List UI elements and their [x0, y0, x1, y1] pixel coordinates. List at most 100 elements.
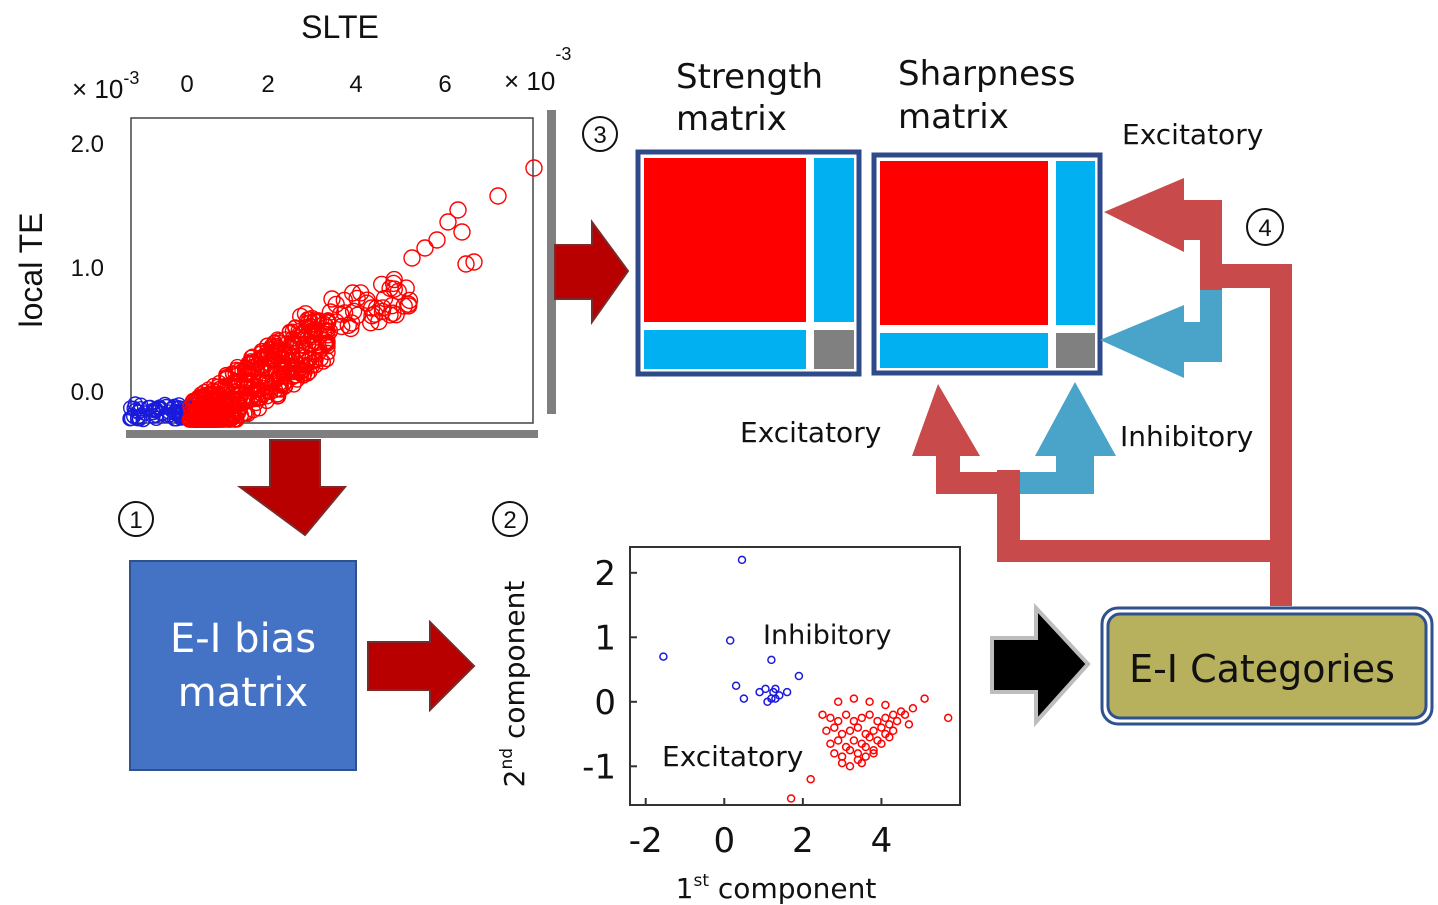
ei-bias-matrix-box: E-I bias matrix: [129, 560, 357, 771]
sharpness-ii-block: [1056, 333, 1095, 368]
pca-point-excitatory: [833, 697, 843, 707]
pca-point-inhibitory: [739, 694, 749, 703]
slte-point: [186, 412, 203, 428]
pca-x-tick-label: 4: [871, 821, 893, 861]
slte-scatter-panel: SLTE × 10-3 × 10-3 0 2 4 6 2.0 1.0 0.0 l…: [13, 9, 571, 438]
sharpness-matrix: [871, 152, 1103, 376]
pca-point-excitatory: [877, 739, 886, 748]
pca-point-excitatory: [822, 726, 831, 736]
slte-point: [457, 255, 475, 273]
y-tick-1: 1.0: [71, 255, 104, 282]
pca-point-excitatory: [920, 694, 929, 703]
strength-ee-block: [644, 158, 806, 322]
slte-point: [208, 390, 224, 406]
excitatory-arrow-to-sharpness-icon: [1104, 178, 1222, 290]
slte-point: [129, 411, 146, 427]
pca-x-tick-label: 2: [792, 821, 814, 861]
pca-point-inhibitory: [725, 636, 735, 645]
arrow-to-categories-icon: [990, 602, 1091, 728]
slte-point: [123, 410, 140, 427]
slte-point: [274, 348, 290, 365]
slte-title: SLTE: [301, 9, 379, 45]
pca-point-inhibitory: [737, 555, 747, 565]
step-1-glyph: 1: [129, 507, 142, 534]
pca-point-excitatory: [857, 758, 867, 768]
strength-ie-block: [644, 330, 806, 369]
pca-point-excitatory: [869, 745, 878, 755]
slte-point: [269, 345, 286, 362]
slte-point: [239, 394, 256, 410]
slte-point: [449, 201, 467, 219]
slte-point: [311, 338, 327, 354]
step-3-glyph: 3: [593, 122, 606, 149]
slte-point: [323, 290, 341, 308]
slte-point: [373, 275, 391, 294]
slte-point: [387, 306, 405, 324]
pca-x-axis-label: 1st component: [676, 871, 877, 905]
slte-point: [253, 349, 270, 365]
pca-point-excitatory: [818, 710, 827, 719]
feedback-right-trunk: [1200, 264, 1292, 606]
slte-point: [342, 314, 361, 332]
pca-point-excitatory: [943, 713, 953, 723]
slte-point: [161, 407, 178, 423]
slte-point: [244, 348, 261, 364]
slte-point: [277, 331, 293, 347]
excitatory-label-top-right: Excitatory: [1122, 118, 1263, 151]
slte-point: [383, 297, 401, 315]
slte-point: [282, 351, 298, 368]
arrow-down-to-bias-icon: [236, 439, 348, 537]
slte-point: [489, 187, 507, 205]
slte-point: [140, 399, 157, 416]
slte-point: [207, 383, 224, 400]
pca-point-excitatory: [865, 710, 874, 719]
slte-point: [297, 365, 313, 382]
slte-point: [202, 412, 218, 428]
pca-point-excitatory: [904, 720, 914, 729]
sharpness-title-line1: Sharpness: [898, 54, 1075, 94]
pca-point-excitatory: [830, 723, 839, 732]
pca-point-excitatory: [833, 736, 843, 745]
pca-point-excitatory: [861, 742, 870, 752]
slte-point: [465, 253, 483, 271]
pca-point-excitatory: [845, 726, 855, 736]
pca-annotation-inhibitory: Inhibitory: [763, 620, 892, 651]
pca-point-excitatory: [888, 726, 898, 736]
slte-point: [344, 302, 363, 320]
ei-bias-line2: matrix: [178, 670, 308, 716]
slte-point: [277, 379, 293, 395]
slte-point: [321, 303, 340, 321]
x-tick-2: 2: [261, 71, 274, 98]
pca-point-excitatory: [865, 697, 874, 707]
slte-point: [265, 338, 281, 354]
ei-bias-line1: E-I bias: [170, 616, 316, 662]
slte-plot-frame: [130, 117, 534, 424]
pca-points: [659, 555, 953, 803]
pca-point-excitatory: [885, 733, 894, 742]
pca-point-excitatory: [869, 726, 878, 736]
step-3-marker: 3: [582, 116, 618, 152]
slte-point: [344, 284, 362, 302]
pca-y-tick-label: 2: [594, 554, 616, 594]
pca-point-inhibitory: [782, 687, 792, 697]
pca-point-excitatory: [865, 733, 874, 742]
y-tick-2: 2.0: [71, 131, 104, 158]
arrow-to-pca-icon: [367, 619, 476, 713]
slte-right-bar: [547, 110, 556, 414]
sharpness-ie-block: [880, 333, 1048, 368]
pca-point-excitatory: [806, 774, 815, 784]
pca-point-excitatory: [833, 716, 843, 726]
slte-point: [381, 279, 399, 298]
strength-matrix: [635, 149, 862, 377]
step-1-marker: 1: [118, 501, 154, 537]
pca-y-tick-label: -1: [582, 747, 616, 787]
strength-title-line2: matrix: [676, 99, 787, 139]
pca-point-excitatory: [881, 713, 890, 723]
pca-point-excitatory: [888, 710, 898, 719]
pca-x-tick-label: -2: [629, 821, 663, 861]
pca-point-excitatory: [826, 713, 835, 723]
slte-point: [238, 367, 254, 383]
pca-point-excitatory: [845, 762, 855, 771]
slte-point: [381, 306, 399, 324]
